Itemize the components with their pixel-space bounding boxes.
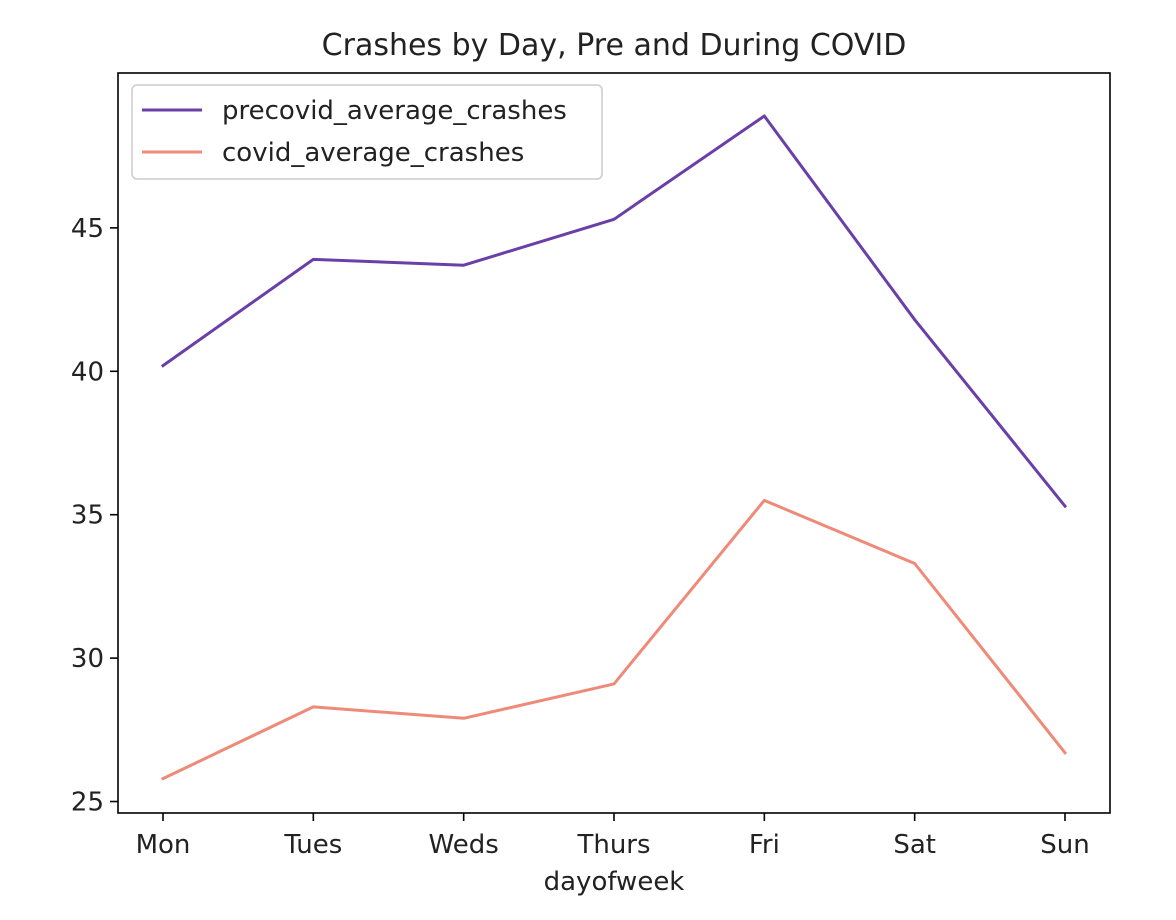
plot-area-frame (117, 72, 1111, 814)
legend: precovid_average_crashes covid_average_cr… (131, 84, 603, 180)
y-tick-label: 35 (71, 501, 104, 531)
legend-box (131, 84, 603, 180)
legend-label: covid_average_crashes (222, 138, 524, 168)
y-tick-label: 25 (71, 788, 104, 818)
x-tick-label: Mon (136, 830, 191, 860)
x-tick-label: Fri (749, 830, 780, 860)
y-tick-label: 40 (71, 357, 104, 387)
chart-title: Crashes by Day, Pre and During COVID (322, 28, 907, 63)
x-tick-label: Sun (1040, 830, 1089, 860)
legend-label: precovid_average_crashes (222, 96, 567, 126)
series-line-covid-average-crashes (161, 498, 1068, 781)
x-tick-label: Weds (429, 830, 499, 860)
y-tick-label: 30 (71, 644, 104, 674)
x-tick-label: Tues (283, 830, 342, 860)
y-tick-label: 45 (71, 214, 104, 244)
y-axis: 25 30 35 40 45 (71, 214, 118, 818)
x-tick-label: Sat (893, 830, 936, 860)
series-layer (160, 114, 1068, 781)
x-axis: Mon Tues Weds Thurs Fri Sat Sun (136, 813, 1090, 860)
x-tick-label: Thurs (576, 830, 650, 860)
x-axis-label: dayofweek (544, 867, 685, 897)
